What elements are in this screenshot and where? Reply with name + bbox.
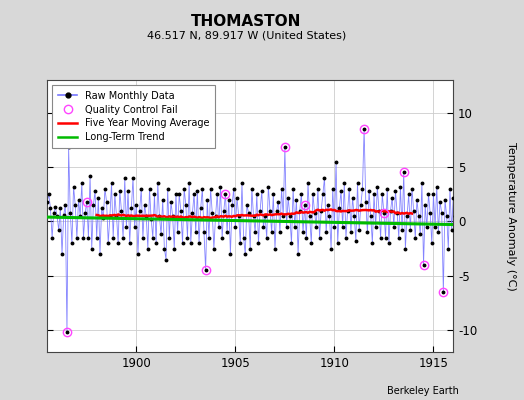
Legend: Raw Monthly Data, Quality Control Fail, Five Year Moving Average, Long-Term Tren: Raw Monthly Data, Quality Control Fail, … xyxy=(52,85,215,148)
Text: THOMASTON: THOMASTON xyxy=(191,14,301,29)
Text: 46.517 N, 89.917 W (United States): 46.517 N, 89.917 W (United States) xyxy=(147,30,346,40)
Text: Temperature Anomaly (°C): Temperature Anomaly (°C) xyxy=(506,142,516,290)
Text: Berkeley Earth: Berkeley Earth xyxy=(387,386,458,396)
